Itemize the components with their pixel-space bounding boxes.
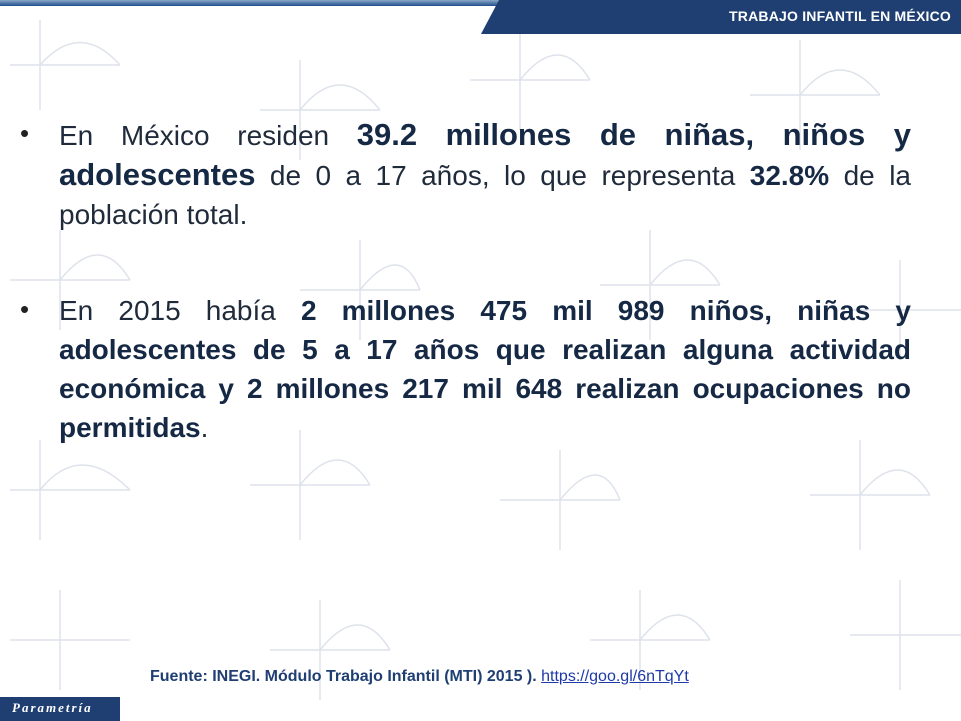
bullet-1-text-c: de la población total. [59, 160, 911, 230]
slide-title: TRABAJO INFANTIL EN MÉXICO [729, 8, 951, 24]
bullet-1-text-a: En México residen [59, 120, 357, 151]
top-accent-bar [0, 0, 961, 6]
bullet-paragraph-2: En 2015 había 2 millones 475 mil 989 niñ… [59, 291, 911, 447]
parametria-logo: Parametría [0, 697, 120, 721]
bullet-1-text-b: de 0 a 17 años, lo que representa [255, 160, 750, 191]
source-citation: Fuente: INEGI. Módulo Trabajo Infantil (… [150, 668, 770, 686]
bullet-2-bold-a: 2 millones 475 mil 989 niños, niñas y ad… [59, 295, 911, 443]
bullet-1-bold-a: 39.2 millones de niñas, niños y adolesce… [59, 117, 911, 192]
bullet-dot-2: • [20, 294, 30, 324]
logo-text: Parametría [12, 700, 93, 715]
source-link[interactable]: https://goo.gl/6nTqYt [541, 668, 689, 685]
bullet-paragraph-1: En México residen 39.2 millones de niñas… [59, 115, 911, 234]
source-label: Fuente: INEGI. Módulo Trabajo Infantil (… [150, 668, 542, 685]
bullet-2-text-a: En 2015 había [59, 295, 301, 326]
bullet-dot-1: • [20, 118, 30, 148]
title-banner: TRABAJO INFANTIL EN MÉXICO [481, 0, 961, 34]
bullet-2-text-b: . [200, 412, 209, 443]
bullet-1-bold-b: 32.8% [749, 160, 830, 191]
